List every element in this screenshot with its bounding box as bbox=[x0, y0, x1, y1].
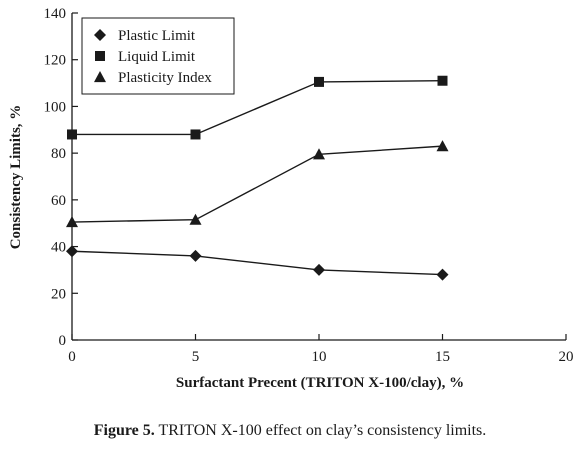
x-tick-label: 0 bbox=[68, 349, 76, 365]
data-point-liquid-limit bbox=[190, 129, 201, 140]
data-point-plasticity-index bbox=[66, 216, 78, 228]
y-tick-label: 40 bbox=[51, 240, 66, 256]
series-liquid-limit bbox=[67, 75, 448, 140]
legend-marker-plasticity-index bbox=[94, 71, 106, 83]
data-point-plasticity-index bbox=[436, 140, 449, 152]
y-tick-label: 80 bbox=[51, 146, 66, 162]
data-point-plastic-limit bbox=[189, 249, 202, 262]
legend-label-liquid-limit: Liquid Limit bbox=[118, 49, 196, 65]
legend-label-plastic-limit: Plastic Limit bbox=[118, 28, 196, 44]
series-line-plastic-limit bbox=[71, 250, 443, 276]
series-plasticity-index bbox=[66, 140, 449, 228]
data-point-plasticity-index bbox=[313, 148, 325, 160]
data-point-liquid-limit bbox=[314, 76, 324, 87]
y-tick-label: 140 bbox=[44, 6, 67, 22]
y-axis-title: Consistency Limits, % bbox=[8, 105, 24, 250]
figure-caption-text: TRITON X-100 effect on clay’s consistenc… bbox=[154, 422, 487, 439]
x-tick-label: 20 bbox=[559, 349, 574, 365]
x-axis-title: Surfactant Precent (TRITON X-100/clay), … bbox=[176, 375, 464, 391]
y-tick-label: 100 bbox=[44, 99, 67, 115]
x-tick-label: 15 bbox=[435, 349, 450, 365]
series-plastic-limit bbox=[66, 245, 449, 281]
x-tick-label: 5 bbox=[192, 349, 200, 365]
legend-marker-liquid-limit bbox=[95, 51, 105, 61]
legend: Plastic Limit Liquid Limit Plasticity Inde… bbox=[81, 17, 235, 95]
y-tick-label: 0 bbox=[59, 333, 67, 349]
figure-caption: Figure 5. TRITON X-100 effect on clay’s … bbox=[0, 422, 580, 440]
legend-label-plasticity-index: Plasticity Index bbox=[118, 70, 212, 86]
y-axis-ticks: 0 20 40 60 80 100 120 140 bbox=[44, 6, 78, 349]
y-tick-label: 60 bbox=[51, 193, 66, 209]
data-point-plastic-limit bbox=[313, 263, 325, 276]
data-point-plasticity-index bbox=[189, 213, 202, 225]
series-line-plasticity-index bbox=[71, 145, 443, 223]
data-point-plastic-limit bbox=[436, 268, 449, 281]
y-tick-label: 20 bbox=[51, 286, 66, 302]
data-point-liquid-limit bbox=[67, 129, 77, 140]
series-layer bbox=[66, 75, 449, 281]
data-point-liquid-limit bbox=[437, 75, 448, 86]
y-tick-label: 120 bbox=[44, 53, 67, 69]
x-tick-label: 10 bbox=[312, 349, 327, 365]
x-axis-ticks: 0 5 10 15 20 bbox=[68, 334, 574, 365]
chart: 0 20 40 60 80 100 120 140 0 5 10 15 20 Plastic Limi… bbox=[8, 6, 574, 391]
legend-box bbox=[81, 17, 235, 95]
series-line-liquid-limit bbox=[72, 80, 443, 136]
data-point-plastic-limit bbox=[66, 245, 78, 258]
legend-marker-plastic-limit bbox=[94, 29, 106, 41]
figure-caption-label: Figure 5. bbox=[93, 422, 155, 439]
